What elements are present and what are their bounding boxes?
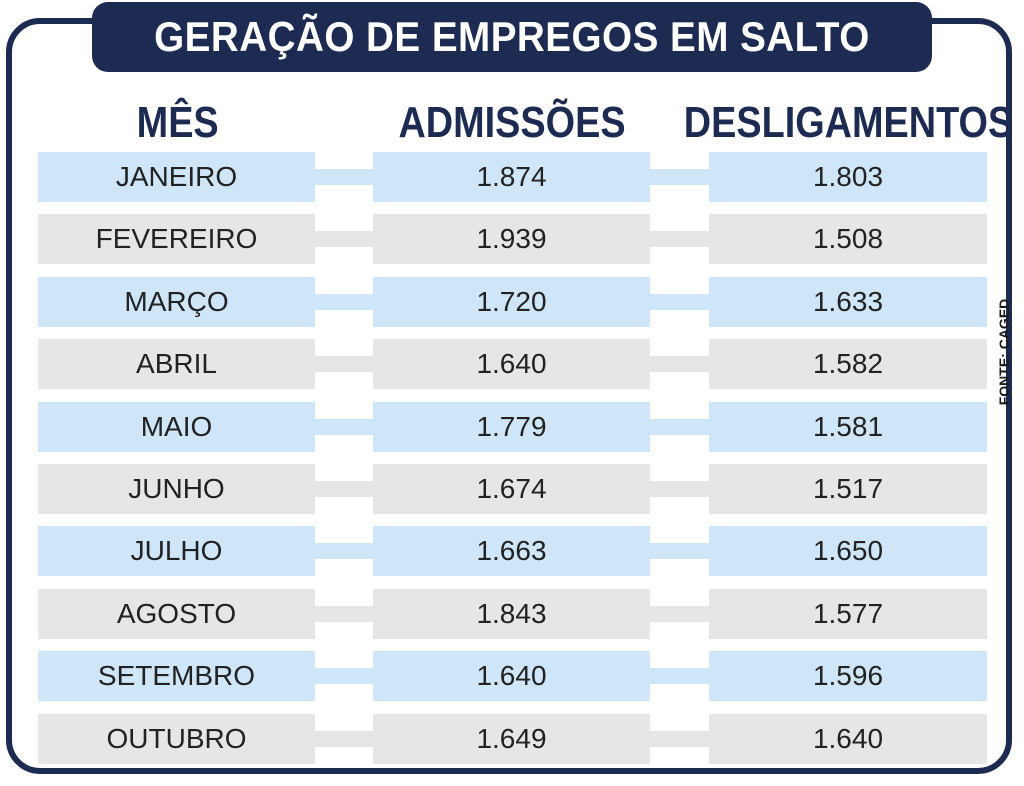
cell-admissions: 1.874 — [373, 152, 650, 202]
cell-admissions: 1.663 — [373, 526, 650, 577]
cell-month: MARÇO — [38, 276, 315, 327]
cell-admissions: 1.720 — [373, 276, 650, 327]
table-row: AGOSTO 1.843 1.577 — [38, 588, 987, 639]
row-connector — [315, 668, 373, 685]
header-month-label: MÊS — [136, 98, 219, 147]
cell-dismissals: 1.803 — [709, 152, 987, 202]
cell-admissions: 1.640 — [373, 339, 650, 390]
cell-admissions: 1.939 — [373, 214, 650, 265]
cell-dismissals: 1.633 — [709, 276, 987, 327]
cell-dismissals: 1.640 — [709, 713, 987, 764]
table-row: MAIO 1.779 1.581 — [38, 401, 987, 452]
row-connector — [315, 481, 373, 497]
cell-month: FEVEREIRO — [38, 214, 315, 265]
row-connector — [315, 543, 373, 560]
cell-month: SETEMBRO — [38, 651, 315, 702]
row-connector — [650, 605, 709, 622]
cell-month: AGOSTO — [38, 588, 315, 639]
cell-admissions: 1.779 — [373, 401, 650, 452]
table-row: SETEMBRO 1.640 1.596 — [38, 651, 987, 702]
row-connector — [650, 356, 709, 373]
row-connector — [650, 730, 709, 747]
row-connector — [650, 418, 709, 435]
title-banner: GERAÇÃO DE EMPREGOS EM SALTO — [92, 2, 932, 72]
chart-title: GERAÇÃO DE EMPREGOS EM SALTO — [154, 13, 870, 60]
cell-dismissals: 1.577 — [709, 588, 987, 639]
cell-dismissals: 1.596 — [709, 651, 987, 702]
cell-admissions: 1.674 — [373, 464, 650, 514]
header-admissions: ADMISSÕES — [372, 98, 652, 148]
cell-dismissals: 1.582 — [709, 339, 987, 390]
table-row: JANEIRO 1.874 1.803 — [38, 152, 987, 202]
row-connector — [315, 605, 373, 622]
cell-dismissals: 1.517 — [709, 464, 987, 514]
table-row: FEVEREIRO 1.939 1.508 — [38, 214, 987, 265]
table-row: JUNHO 1.674 1.517 — [38, 464, 987, 514]
cell-month: OUTUBRO — [38, 713, 315, 764]
row-connector — [315, 231, 373, 248]
row-connector — [315, 356, 373, 373]
header-admissions-label: ADMISSÕES — [398, 98, 626, 147]
cell-month: MAIO — [38, 401, 315, 452]
cell-admissions: 1.640 — [373, 651, 650, 702]
row-connector — [650, 668, 709, 685]
cell-month: JANEIRO — [38, 152, 315, 202]
cell-dismissals: 1.508 — [709, 214, 987, 265]
cell-month: ABRIL — [38, 339, 315, 390]
cell-admissions: 1.843 — [373, 588, 650, 639]
header-dismissals-label: DESLIGAMENTOS — [683, 98, 1013, 147]
table-row: OUTUBRO 1.649 1.640 — [38, 713, 987, 764]
row-connector — [650, 481, 709, 497]
cell-month: JULHO — [38, 526, 315, 577]
row-connector — [315, 418, 373, 435]
cell-month: JUNHO — [38, 464, 315, 514]
cell-admissions: 1.649 — [373, 713, 650, 764]
table-row: MARÇO 1.720 1.633 — [38, 276, 987, 327]
header-month: MÊS — [60, 98, 296, 148]
table-frame — [6, 18, 1012, 774]
table-row: ABRIL 1.640 1.582 — [38, 339, 987, 390]
row-connector — [650, 293, 709, 310]
table-row: JULHO 1.663 1.650 — [38, 526, 987, 577]
row-connector — [315, 169, 373, 185]
cell-dismissals: 1.581 — [709, 401, 987, 452]
row-connector — [650, 169, 709, 185]
header-dismissals: DESLIGAMENTOS — [683, 98, 1012, 148]
source-note: FONTE: CAGED — [996, 298, 1012, 406]
row-connector — [315, 730, 373, 747]
row-connector — [315, 293, 373, 310]
row-connector — [650, 231, 709, 248]
row-connector — [650, 543, 709, 560]
cell-dismissals: 1.650 — [709, 526, 987, 577]
